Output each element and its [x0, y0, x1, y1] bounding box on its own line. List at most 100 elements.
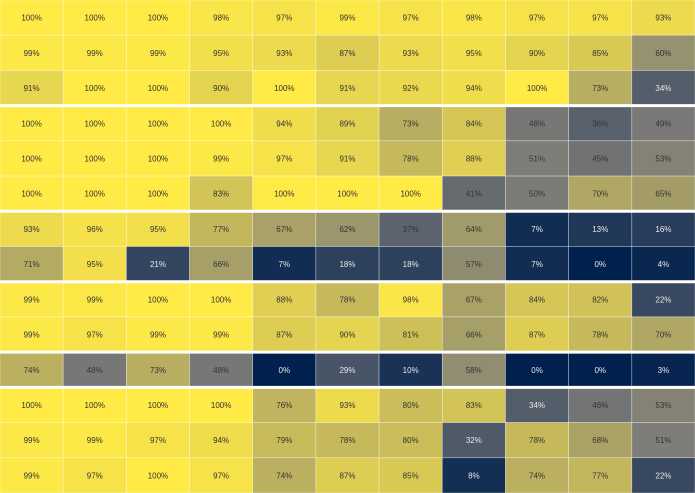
heatmap-cell-label: 99%: [24, 295, 40, 304]
heatmap-cell-label: 78%: [592, 331, 608, 340]
heatmap-cell-label: 73%: [150, 366, 166, 375]
heatmap-cell: [315, 105, 380, 142]
heatmap-cell: [62, 70, 127, 106]
heatmap-cell-label: 100%: [85, 190, 105, 199]
heatmap-cell: [568, 281, 633, 318]
heatmap-cell: [252, 70, 317, 106]
heatmap-cell: [631, 70, 695, 106]
heatmap-cell-label: 68%: [592, 436, 608, 445]
heatmap-cell: [505, 210, 569, 247]
heatmap-cell-label: 100%: [21, 119, 41, 128]
heatmap-cell-label: 22%: [655, 471, 671, 480]
heatmap-cell-label: 100%: [274, 190, 294, 199]
heatmap-cell-label: 7%: [531, 260, 543, 269]
heatmap-cell-label: 97%: [403, 14, 419, 23]
heatmap-cell: [126, 422, 190, 459]
heatmap-cell-label: 34%: [529, 401, 545, 410]
heatmap-cell-label: 0%: [531, 366, 543, 375]
heatmap-cell-label: 53%: [655, 154, 671, 163]
heatmap-cell: [505, 387, 569, 423]
heatmap-cell: [252, 457, 317, 493]
heatmap-cell: [126, 316, 190, 353]
heatmap-cell: [378, 0, 443, 36]
heatmap-cell-label: 100%: [337, 190, 357, 199]
heatmap-cell-label: 90%: [529, 49, 545, 58]
heatmap-cell: [0, 457, 64, 493]
heatmap-cell: [441, 0, 506, 36]
heatmap-cell: [0, 422, 64, 459]
heatmap-cell: [378, 246, 443, 283]
heatmap-cell-label: 82%: [592, 295, 608, 304]
heatmap-cell-label: 97%: [276, 154, 292, 163]
heatmap-cell-label: 97%: [87, 331, 103, 340]
heatmap-cell-label: 95%: [213, 49, 229, 58]
heatmap-cell: [62, 281, 127, 318]
heatmap-cell-label: 97%: [276, 14, 292, 23]
heatmap-cell-label: 97%: [87, 471, 103, 480]
heatmap-cell-label: 79%: [276, 436, 292, 445]
heatmap-cell-labels: 100% 100% 100% 98% 97% 99% 97% 98% 97% 97% 93% 99% 9…: [21, 14, 671, 481]
heatmap-cell-label: 7%: [531, 225, 543, 234]
heatmap-cell: [631, 175, 695, 212]
heatmap-cell-label: 0%: [279, 366, 291, 375]
heatmap-cell-label: 88%: [276, 295, 292, 304]
heatmap-cell-label: 93%: [276, 49, 292, 58]
heatmap-cell-label: 99%: [150, 331, 166, 340]
heatmap-cell-label: 29%: [339, 366, 355, 375]
heatmap-cell-label: 99%: [24, 49, 40, 58]
heatmap-cell: [315, 387, 380, 423]
heatmap-cell: [189, 246, 254, 283]
heatmap-cell: [631, 351, 695, 388]
heatmap-cell-label: 49%: [655, 119, 671, 128]
heatmap-cell: [378, 105, 443, 142]
heatmap-cell-label: 74%: [24, 366, 40, 375]
heatmap-cell-label: 32%: [466, 436, 482, 445]
heatmap-cell-label: 99%: [87, 49, 103, 58]
heatmap-cell-label: 100%: [85, 14, 105, 23]
heatmap-cell-label: 10%: [403, 366, 419, 375]
heatmap-cell: [631, 387, 695, 423]
heatmap-cell: [252, 0, 317, 36]
heatmap-cell-label: 18%: [403, 260, 419, 269]
heatmap-cell-label: 7%: [279, 260, 291, 269]
heatmap-cell: [0, 175, 64, 212]
heatmap-cell-label: 98%: [213, 14, 229, 23]
heatmap-cell: [378, 387, 443, 423]
heatmap-cell: [568, 210, 633, 247]
heatmap-cell-label: 92%: [403, 84, 419, 93]
heatmap-cell: [505, 0, 569, 36]
heatmap-cell-label: 95%: [87, 260, 103, 269]
heatmap-cell-label: 94%: [466, 84, 482, 93]
heatmap-cell: [62, 175, 127, 212]
heatmap-cell-label: 4%: [658, 260, 670, 269]
heatmap-cell: [568, 387, 633, 423]
heatmap-cell: [62, 422, 127, 459]
heatmap-cell-label: 48%: [213, 366, 229, 375]
heatmap-cell: [631, 422, 695, 459]
heatmap-cell-label: 36%: [592, 119, 608, 128]
heatmap-cell: [126, 281, 190, 318]
heatmap-cell-label: 87%: [529, 331, 545, 340]
heatmap-cell-label: 60%: [655, 49, 671, 58]
heatmap-cell-label: 100%: [85, 401, 105, 410]
heatmap-cell-label: 37%: [403, 225, 419, 234]
heatmap-cell-label: 93%: [24, 225, 40, 234]
heatmap-cell-label: 100%: [148, 471, 168, 480]
heatmap-cell: [189, 140, 254, 177]
heatmap-cell-label: 99%: [24, 331, 40, 340]
heatmap-cell: [252, 281, 317, 318]
heatmap-cell-label: 74%: [276, 471, 292, 480]
heatmap-cell: [505, 457, 569, 493]
heatmap-cell-label: 21%: [150, 260, 166, 269]
heatmap-cell: [62, 457, 127, 493]
heatmap-cell: [62, 34, 127, 71]
heatmap-cell: [441, 140, 506, 177]
heatmap-cell: [126, 34, 190, 71]
heatmap-cell-label: 73%: [403, 119, 419, 128]
heatmap-cell-label: 100%: [21, 401, 41, 410]
heatmap-cell-label: 80%: [403, 436, 419, 445]
heatmap-cell-label: 51%: [529, 154, 545, 163]
heatmap-cell: [631, 210, 695, 247]
heatmap-cell: [441, 175, 506, 212]
